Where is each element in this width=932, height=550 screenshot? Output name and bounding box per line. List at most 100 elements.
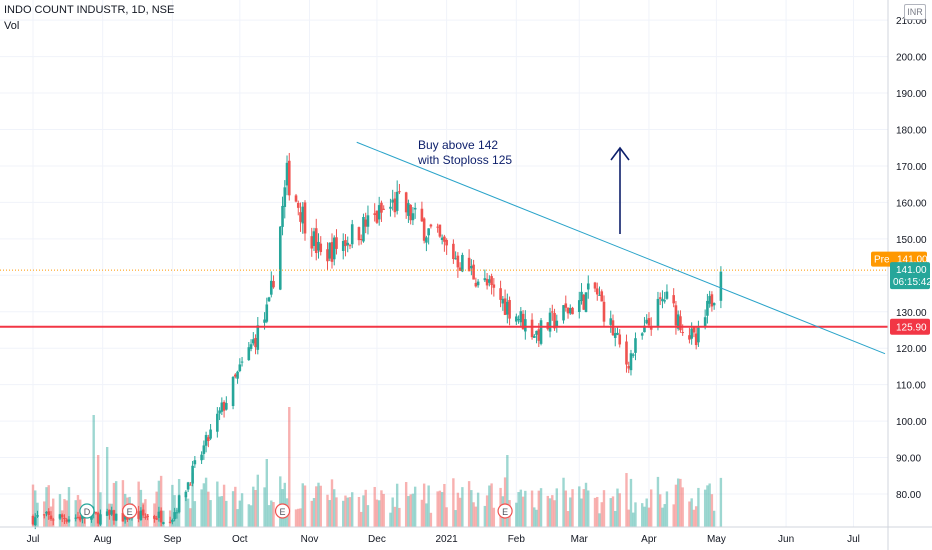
candle-body — [501, 298, 505, 304]
candle-body — [665, 291, 669, 299]
event-marker-label: E — [127, 507, 133, 517]
candle-body — [65, 519, 69, 522]
candle-body — [283, 187, 287, 207]
candle-body — [45, 511, 48, 514]
candle-body — [658, 297, 662, 299]
volume-bar — [186, 498, 190, 527]
candle-body — [483, 278, 487, 281]
volume-bar — [440, 492, 444, 527]
up-arrow-icon[interactable] — [610, 146, 630, 161]
last-price-badge — [890, 262, 930, 290]
candle-body — [438, 224, 442, 237]
volume-bar — [629, 478, 633, 527]
annotation-line-1[interactable]: Buy above 142 — [418, 138, 498, 152]
volume-bar — [436, 491, 439, 527]
volume-bar — [393, 506, 397, 527]
earnings-marker-icon[interactable] — [122, 503, 138, 519]
volume-bar — [159, 475, 163, 527]
volume-bar — [580, 498, 583, 527]
candle-body — [310, 236, 314, 249]
candle-body — [108, 509, 111, 515]
countdown-label: 06:15:42 — [893, 277, 932, 288]
volume-bar — [144, 499, 147, 527]
candle-body — [269, 280, 273, 295]
time-tick-label: Sep — [163, 534, 181, 545]
volume-bar — [578, 486, 581, 527]
annotation-line-2[interactable]: with Stoploss 125 — [417, 153, 512, 167]
dividend-marker-icon[interactable] — [79, 503, 95, 519]
volume-bar — [632, 512, 635, 527]
candle-body — [440, 237, 444, 240]
volume-bar — [45, 487, 48, 527]
candle-body — [407, 203, 410, 216]
candle-body — [580, 291, 583, 301]
trendline[interactable] — [356, 141, 886, 355]
candle-body — [202, 445, 206, 454]
candle-body — [674, 305, 678, 326]
time-tick-label: Dec — [368, 534, 386, 545]
candle-body — [571, 307, 574, 315]
candle-body — [712, 303, 716, 306]
volume-bar — [272, 502, 275, 527]
volume-bar — [562, 477, 565, 527]
currency-badge[interactable]: INR — [904, 4, 926, 20]
volume-label[interactable]: Vol — [4, 20, 20, 32]
volume-bar — [200, 489, 203, 527]
candle-body — [710, 294, 714, 307]
candle-body — [586, 283, 590, 290]
volume-bar — [445, 507, 448, 527]
volume-bar — [231, 491, 235, 527]
candle-body — [265, 304, 269, 322]
volume-bar — [67, 487, 71, 527]
candle-body — [36, 515, 39, 517]
candle-body — [524, 319, 527, 332]
volume-bar — [517, 492, 520, 527]
candle-body — [533, 335, 536, 338]
volume-bar — [625, 473, 628, 527]
volume-bar — [184, 493, 188, 527]
price-tick-label: 130.00 — [896, 308, 927, 319]
candle-body — [114, 513, 118, 521]
candle-body — [470, 266, 473, 269]
candle-body — [476, 281, 480, 286]
earnings-marker-icon[interactable] — [497, 503, 513, 519]
volume-bar — [94, 511, 98, 527]
candle-body — [234, 374, 237, 377]
candle-body — [490, 276, 493, 285]
volume-bar — [348, 497, 352, 527]
chart-grid — [0, 0, 888, 527]
candle-body — [380, 202, 383, 213]
volume-bar — [672, 504, 675, 527]
volume-bar — [391, 497, 394, 527]
volume-bar — [506, 455, 509, 527]
candle-body — [319, 243, 323, 253]
volume-bar — [602, 490, 606, 527]
candle-body — [427, 228, 430, 236]
volume-bar — [582, 489, 585, 527]
volume-bar — [692, 509, 696, 527]
price-tick-label: 110.00 — [896, 381, 926, 392]
candle-body — [191, 465, 194, 484]
volume-bar — [373, 486, 376, 527]
candle-body — [609, 318, 613, 325]
volume-bar — [315, 486, 318, 527]
candle-body — [146, 515, 149, 517]
candle-body — [58, 514, 62, 519]
volume-bar — [360, 511, 363, 527]
volume-bar — [409, 494, 412, 527]
volume-bar — [34, 490, 37, 527]
volume-bar — [351, 492, 354, 527]
volume-bar — [719, 477, 723, 527]
volume-bar — [157, 480, 161, 527]
earnings-marker-icon[interactable] — [274, 503, 291, 519]
candle-body — [492, 284, 496, 288]
candle-body — [238, 364, 242, 372]
volume-bar — [634, 502, 637, 527]
symbol-title[interactable]: INDO COUNT INDUSTR, 1D, NSE — [4, 4, 175, 16]
volume-bar — [137, 481, 140, 527]
volume-bar — [382, 493, 385, 527]
volume-bar — [548, 498, 552, 527]
